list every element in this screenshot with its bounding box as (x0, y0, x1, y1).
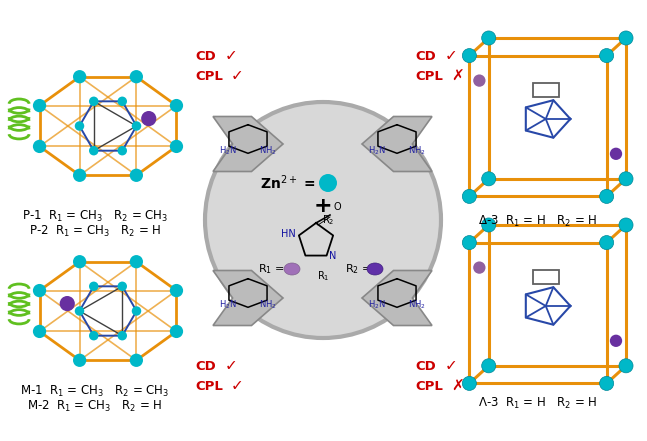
Text: NH$_2$: NH$_2$ (259, 145, 276, 157)
Text: H$_2$N: H$_2$N (219, 299, 237, 311)
Circle shape (89, 331, 98, 340)
Text: O: O (334, 202, 342, 212)
Text: HN: HN (281, 229, 296, 239)
Circle shape (118, 97, 127, 106)
Circle shape (75, 306, 84, 316)
Text: CD: CD (195, 49, 215, 63)
Circle shape (132, 121, 141, 131)
Circle shape (481, 172, 496, 186)
Circle shape (463, 189, 476, 203)
Circle shape (60, 296, 75, 311)
Circle shape (170, 284, 183, 297)
Circle shape (73, 168, 86, 182)
Circle shape (89, 281, 98, 291)
Circle shape (205, 102, 441, 338)
Circle shape (33, 99, 46, 112)
Text: Δ-3  R$_1$ = H   R$_2$ = H: Δ-3 R$_1$ = H R$_2$ = H (478, 213, 598, 228)
Circle shape (463, 376, 476, 390)
Circle shape (619, 218, 633, 232)
Circle shape (600, 189, 614, 203)
Circle shape (33, 325, 46, 338)
Polygon shape (213, 116, 283, 172)
Text: H$_2$N: H$_2$N (368, 145, 386, 157)
Text: CD: CD (415, 49, 435, 63)
Circle shape (619, 359, 633, 373)
Circle shape (600, 235, 614, 250)
Polygon shape (362, 116, 432, 172)
Text: P-1  R$_1$ = CH$_3$   R$_2$ = CH$_3$: P-1 R$_1$ = CH$_3$ R$_2$ = CH$_3$ (22, 209, 168, 224)
Circle shape (141, 111, 157, 126)
Text: R$_1$: R$_1$ (317, 269, 329, 283)
Text: CPL: CPL (195, 380, 223, 392)
Text: CD: CD (415, 359, 435, 373)
Circle shape (170, 140, 183, 153)
Circle shape (118, 146, 127, 155)
Circle shape (481, 359, 496, 373)
Text: +: + (314, 196, 333, 216)
Ellipse shape (367, 263, 383, 275)
Circle shape (33, 284, 46, 297)
Circle shape (600, 49, 614, 63)
Text: ✓: ✓ (231, 378, 244, 393)
Text: M-2  R$_1$ = CH$_3$   R$_2$ = H: M-2 R$_1$ = CH$_3$ R$_2$ = H (27, 399, 162, 414)
Circle shape (170, 99, 183, 112)
Circle shape (129, 168, 143, 182)
Circle shape (129, 70, 143, 83)
Text: CPL: CPL (415, 380, 443, 392)
Circle shape (610, 148, 622, 160)
Text: NH$_2$: NH$_2$ (408, 299, 426, 311)
Text: ✓: ✓ (225, 359, 237, 374)
Circle shape (118, 281, 127, 291)
Text: ✓: ✓ (445, 49, 457, 64)
Polygon shape (362, 270, 432, 325)
Circle shape (73, 70, 86, 83)
Text: ✗: ✗ (451, 378, 464, 393)
Circle shape (170, 325, 183, 338)
Circle shape (463, 235, 476, 250)
Text: R$_2$: R$_2$ (322, 213, 334, 228)
Ellipse shape (284, 263, 300, 275)
Circle shape (132, 306, 141, 316)
Text: N: N (329, 250, 336, 261)
Circle shape (481, 31, 496, 45)
Text: CD: CD (195, 359, 215, 373)
Text: M-1  R$_1$ = CH$_3$   R$_2$ = CH$_3$: M-1 R$_1$ = CH$_3$ R$_2$ = CH$_3$ (20, 384, 170, 399)
Text: Zn$^{2+}$ =: Zn$^{2+}$ = (260, 174, 316, 192)
Circle shape (600, 376, 614, 390)
Text: Λ-3  R$_1$ = H   R$_2$ = H: Λ-3 R$_1$ = H R$_2$ = H (478, 396, 598, 411)
Text: CPL: CPL (415, 70, 443, 82)
Polygon shape (213, 270, 283, 325)
Text: R$_1$ =: R$_1$ = (258, 262, 285, 276)
Circle shape (89, 146, 98, 155)
Text: ✓: ✓ (445, 359, 457, 374)
Text: CPL: CPL (195, 70, 223, 82)
Circle shape (33, 140, 46, 153)
Text: NH$_2$: NH$_2$ (259, 299, 276, 311)
Circle shape (473, 75, 485, 87)
Text: NH$_2$: NH$_2$ (408, 145, 426, 157)
Circle shape (73, 354, 86, 367)
Text: R$_2$ =: R$_2$ = (345, 262, 372, 276)
Circle shape (610, 335, 622, 347)
Circle shape (75, 121, 84, 131)
Circle shape (619, 172, 633, 186)
Circle shape (89, 97, 98, 106)
Text: H$_2$N: H$_2$N (219, 145, 237, 157)
Text: P-2  R$_1$ = CH$_3$   R$_2$ = H: P-2 R$_1$ = CH$_3$ R$_2$ = H (29, 224, 161, 239)
Circle shape (619, 31, 633, 45)
Text: H$_2$N: H$_2$N (368, 299, 386, 311)
Circle shape (129, 255, 143, 269)
Circle shape (73, 255, 86, 269)
Text: ✓: ✓ (231, 68, 244, 83)
Circle shape (481, 218, 496, 232)
Circle shape (463, 49, 476, 63)
Circle shape (129, 354, 143, 367)
Circle shape (473, 262, 485, 274)
Text: ✓: ✓ (225, 49, 237, 64)
Text: ✗: ✗ (451, 68, 464, 83)
Circle shape (319, 174, 337, 192)
Circle shape (118, 331, 127, 340)
